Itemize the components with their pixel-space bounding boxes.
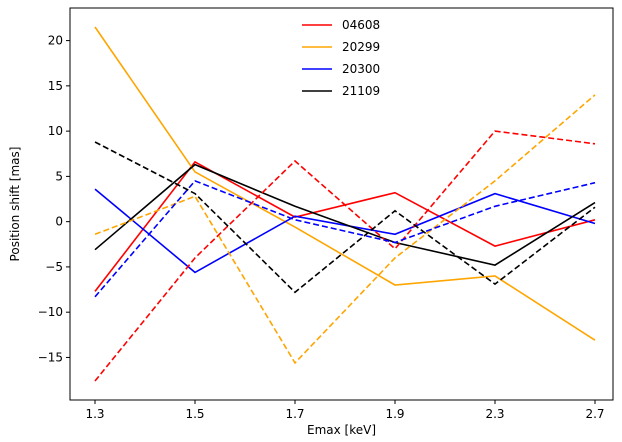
plot-frame (69, 7, 614, 401)
x-axis: 1.3 1.5 1.7 1.9 2.3 2.7 (85, 400, 605, 421)
series-line-21109 (94, 163, 596, 266)
series-line-dashed (94, 130, 596, 382)
series-line-dashed (94, 94, 596, 365)
y-tick-label: 10 (48, 124, 63, 138)
y-tick-label: −5 (45, 260, 63, 274)
y-tick-label: −10 (38, 305, 63, 319)
y-tick-label: 5 (55, 169, 63, 183)
series-layer (94, 26, 596, 382)
x-tick-label: 1.3 (85, 407, 104, 421)
x-axis-label: Emax [keV] (307, 423, 376, 437)
y-tick-label: 15 (48, 79, 63, 93)
legend: 04608 20299 20300 21109 (302, 18, 380, 98)
legend-label: 20299 (342, 40, 380, 54)
y-axis-label: Position shift [mas] (8, 147, 22, 262)
x-tick-label: 2.3 (485, 407, 504, 421)
legend-label: 04608 (342, 18, 380, 32)
x-tick-label: 2.7 (585, 407, 604, 421)
series-line-dashed (94, 179, 596, 298)
y-tick-label: −15 (38, 350, 63, 364)
legend-label: 21109 (342, 84, 380, 98)
x-tick-label: 1.7 (285, 407, 304, 421)
y-axis: −15 −10 −5 0 5 10 15 20 (38, 34, 70, 364)
legend-label: 20300 (342, 62, 380, 76)
y-tick-label: 20 (48, 34, 63, 48)
x-tick-label: 1.5 (185, 407, 204, 421)
y-tick-label: 0 (55, 215, 63, 229)
series-line-dashed (94, 141, 596, 294)
x-tick-label: 1.9 (385, 407, 404, 421)
series-line-20299 (94, 26, 596, 341)
